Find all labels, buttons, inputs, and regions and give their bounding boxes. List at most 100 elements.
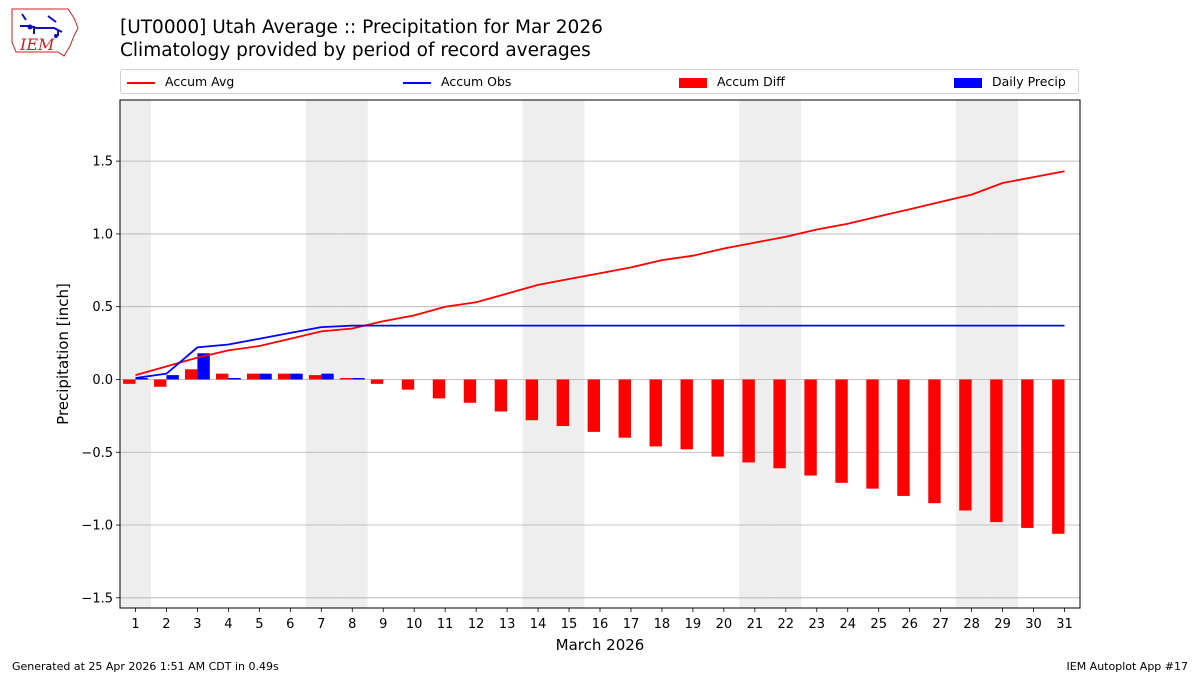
x-tick-label: 5 <box>255 617 263 632</box>
x-tick-label: 31 <box>1056 617 1073 632</box>
accum-diff-bar <box>742 379 755 463</box>
x-tick-label: 8 <box>348 617 356 632</box>
x-tick-label: 22 <box>778 617 795 632</box>
accum-diff-bar <box>649 379 662 447</box>
accum-diff-bar <box>897 379 910 496</box>
x-tick-label: 16 <box>592 617 609 632</box>
legend-swatch <box>954 77 982 88</box>
weekend-shade <box>770 100 802 608</box>
daily-precip-bar <box>228 378 241 380</box>
accum-diff-bar <box>680 379 693 450</box>
daily-precip-bar <box>259 373 272 380</box>
y-tick-label: −0.5 <box>81 446 113 461</box>
x-tick-label: 17 <box>623 617 640 632</box>
x-tick-label: 14 <box>530 617 547 632</box>
x-tick-label: 12 <box>468 617 485 632</box>
y-tick-label: 1.0 <box>92 227 113 242</box>
x-tick-label: 19 <box>685 617 702 632</box>
accum-diff-bar <box>339 378 353 380</box>
x-tick-label: 6 <box>286 617 294 632</box>
plot-frame <box>119 99 1081 609</box>
accum-diff-bar <box>866 379 879 489</box>
x-tick-label: 10 <box>406 617 423 632</box>
accum-diff-bar <box>773 379 786 469</box>
accum-diff-bar <box>277 373 291 380</box>
daily-precip-bar <box>135 378 148 380</box>
legend-label: Daily Precip <box>992 74 1066 89</box>
app-credit: IEM Autoplot App #17 <box>1066 660 1189 673</box>
accum-diff-bar <box>494 379 508 412</box>
accum-diff-bar <box>804 379 817 476</box>
x-tick-label: 9 <box>379 617 387 632</box>
x-tick-label: 1 <box>131 617 139 632</box>
accum-diff-bar <box>123 379 136 384</box>
accum-obs-line <box>135 324 1065 379</box>
daily-precip-bar <box>352 378 365 380</box>
chart-legend: Accum Avg Accum Obs Accum Diff Daily Pre… <box>120 69 1079 94</box>
x-tick-label: 7 <box>317 617 325 632</box>
accum-diff-bar <box>401 379 415 390</box>
weekend-shade <box>987 100 1019 608</box>
legend-label: Accum Diff <box>717 74 785 89</box>
accum-diff-bar <box>185 369 198 380</box>
daily-precip-bar <box>197 353 210 380</box>
daily-precip-bar <box>321 373 334 380</box>
y-tick-label: 0.0 <box>92 373 113 388</box>
generated-timestamp: Generated at 25 Apr 2026 1:51 AM CDT in … <box>12 660 279 673</box>
x-tick-label: 24 <box>839 617 856 632</box>
x-tick-label: 3 <box>193 617 201 632</box>
accum-avg-line <box>135 170 1065 376</box>
accum-diff-bar <box>556 379 570 427</box>
chart-title: [UT0000] Utah Average :: Precipitation f… <box>120 17 603 38</box>
x-tick-label: 26 <box>901 617 918 632</box>
x-tick-label: 30 <box>1025 617 1042 632</box>
x-tick-label: 29 <box>994 617 1011 632</box>
accum-diff-bar <box>216 373 229 380</box>
accum-diff-bar <box>525 379 539 421</box>
accum-diff-bar <box>835 379 848 483</box>
x-tick-label: 23 <box>809 617 826 632</box>
x-tick-label: 28 <box>963 617 980 632</box>
accum-diff-bar <box>618 379 631 438</box>
legend-item-daily-precip: Daily Precip <box>954 74 1066 89</box>
x-tick-label: 2 <box>162 617 170 632</box>
y-tick-label: −1.0 <box>81 519 113 534</box>
legend-item-accum-avg: Accum Avg <box>127 74 234 89</box>
x-tick-label: 13 <box>499 617 516 632</box>
accum-diff-bar <box>432 379 446 399</box>
accum-diff-bar <box>1021 379 1034 528</box>
y-axis-label: Precipitation [inch] <box>54 283 72 425</box>
accum-diff-bar <box>959 379 972 511</box>
daily-precip-bar <box>290 373 303 380</box>
iem-logo: IEM <box>11 8 79 57</box>
x-tick-label: 20 <box>716 617 733 632</box>
accum-diff-bar <box>246 373 260 380</box>
x-axis-label: March 2026 <box>556 636 645 654</box>
legend-label: Accum Obs <box>441 74 512 89</box>
legend-swatch <box>679 77 707 88</box>
legend-label: Accum Avg <box>165 74 235 89</box>
x-tick-label: 18 <box>654 617 671 632</box>
x-tick-label: 4 <box>224 617 232 632</box>
y-tick-label: 0.5 <box>92 300 113 315</box>
weekend-shade <box>956 100 988 608</box>
y-tick-label: −1.5 <box>81 591 113 606</box>
accum-diff-bar <box>928 379 941 504</box>
accum-diff-bar <box>990 379 1003 523</box>
legend-swatch <box>127 81 155 84</box>
accum-diff-bar <box>154 379 167 387</box>
accum-diff-bar <box>308 375 322 380</box>
x-tick-label: 21 <box>747 617 764 632</box>
legend-item-accum-diff: Accum Diff <box>679 74 785 89</box>
weekend-shade <box>305 100 337 608</box>
chart-subtitle: Climatology provided by period of record… <box>120 40 591 61</box>
logo-text: IEM <box>19 35 55 54</box>
accum-diff-bar <box>711 379 724 457</box>
legend-swatch <box>403 81 431 84</box>
weekend-shade <box>522 100 554 608</box>
weekend-shade <box>336 100 368 608</box>
x-tick-label: 15 <box>561 617 578 632</box>
legend-item-accum-obs: Accum Obs <box>403 74 511 89</box>
y-tick-label: 1.5 <box>92 155 113 170</box>
